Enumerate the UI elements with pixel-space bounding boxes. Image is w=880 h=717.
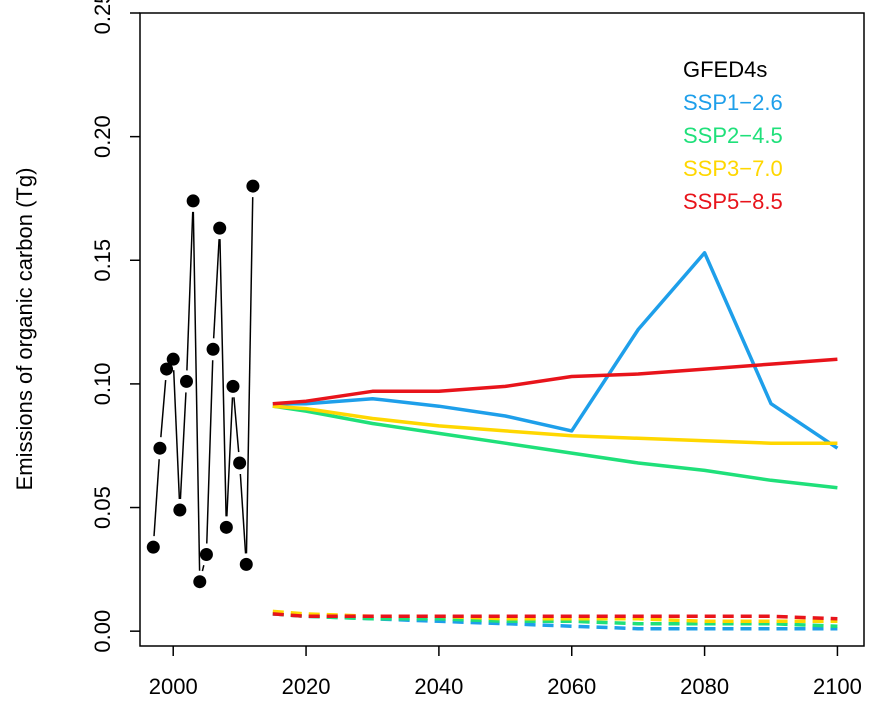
observed-segment (226, 397, 234, 517)
y-axis-title: Emissions of organic carbon (Tg) (12, 168, 37, 491)
legend-entry: SSP1−2.6 (683, 90, 783, 115)
observed-point (239, 557, 253, 571)
y-tick-label: 0.20 (90, 115, 115, 158)
y-tick-label: 0.15 (90, 239, 115, 282)
series-line (272, 404, 838, 445)
observed-point (160, 362, 174, 376)
x-tick-label: 2080 (680, 674, 729, 699)
observed-segment (201, 565, 205, 572)
x-tick-label: 2000 (149, 674, 198, 699)
y-axis: 0.00 0.05 0.10 0.15 0.20 0.25 (90, 0, 140, 653)
y-tick-label: 0.10 (90, 362, 115, 405)
observed-segment (233, 397, 240, 453)
legend-entry: SSP3−7.0 (683, 156, 783, 181)
observed-point (166, 352, 180, 366)
x-tick-label: 2100 (813, 674, 862, 699)
observed-point (206, 342, 220, 356)
observed-segment (206, 360, 214, 544)
observed-point (153, 441, 167, 455)
observed-segment (186, 211, 194, 371)
x-tick-label: 2060 (547, 674, 596, 699)
series-line (272, 357, 838, 406)
series-line (272, 612, 838, 621)
plot-frame (139, 12, 865, 647)
observed-segment (219, 239, 227, 517)
observed-segment (245, 197, 254, 554)
observed-segment (160, 379, 167, 438)
observed-segment (192, 211, 201, 571)
y-tick-label: 0.00 (90, 610, 115, 653)
y-tick-label: 0.05 (90, 486, 115, 529)
observed-point (186, 194, 200, 208)
observed-point (213, 221, 227, 235)
legend-entry: GFED4s (683, 57, 767, 82)
x-tick-label: 2040 (414, 674, 463, 699)
series-line (272, 251, 839, 450)
observed-segment (179, 392, 187, 500)
observed-point (219, 520, 233, 534)
x-tick-label: 2020 (282, 674, 331, 699)
series-line (272, 612, 838, 628)
legend-entry: SSP5−8.5 (683, 189, 783, 214)
series-layer (272, 251, 839, 631)
observed-point (226, 379, 240, 393)
x-axis: 2000 2020 2040 2060 2080 2100 (149, 646, 862, 699)
observed-point (246, 179, 260, 193)
observed-layer (146, 179, 260, 589)
observed-segment (239, 473, 247, 554)
observed-segment (172, 370, 181, 500)
observed-segment (212, 239, 220, 339)
y-tick-label: 0.25 (90, 0, 115, 34)
observed-point (173, 503, 187, 517)
observed-point (179, 374, 193, 388)
observed-point (146, 540, 160, 554)
series-line (272, 612, 838, 631)
legend-entry: SSP2−4.5 (683, 123, 783, 148)
observed-point (199, 548, 213, 562)
series-line (272, 404, 838, 490)
observed-segment (153, 459, 160, 537)
series-line (272, 609, 838, 624)
legend: GFED4s SSP1−2.6 SSP2−4.5 SSP3−7.0 SSP5−8.5 (683, 57, 783, 214)
observed-point (233, 456, 247, 470)
observed-point (193, 575, 207, 589)
